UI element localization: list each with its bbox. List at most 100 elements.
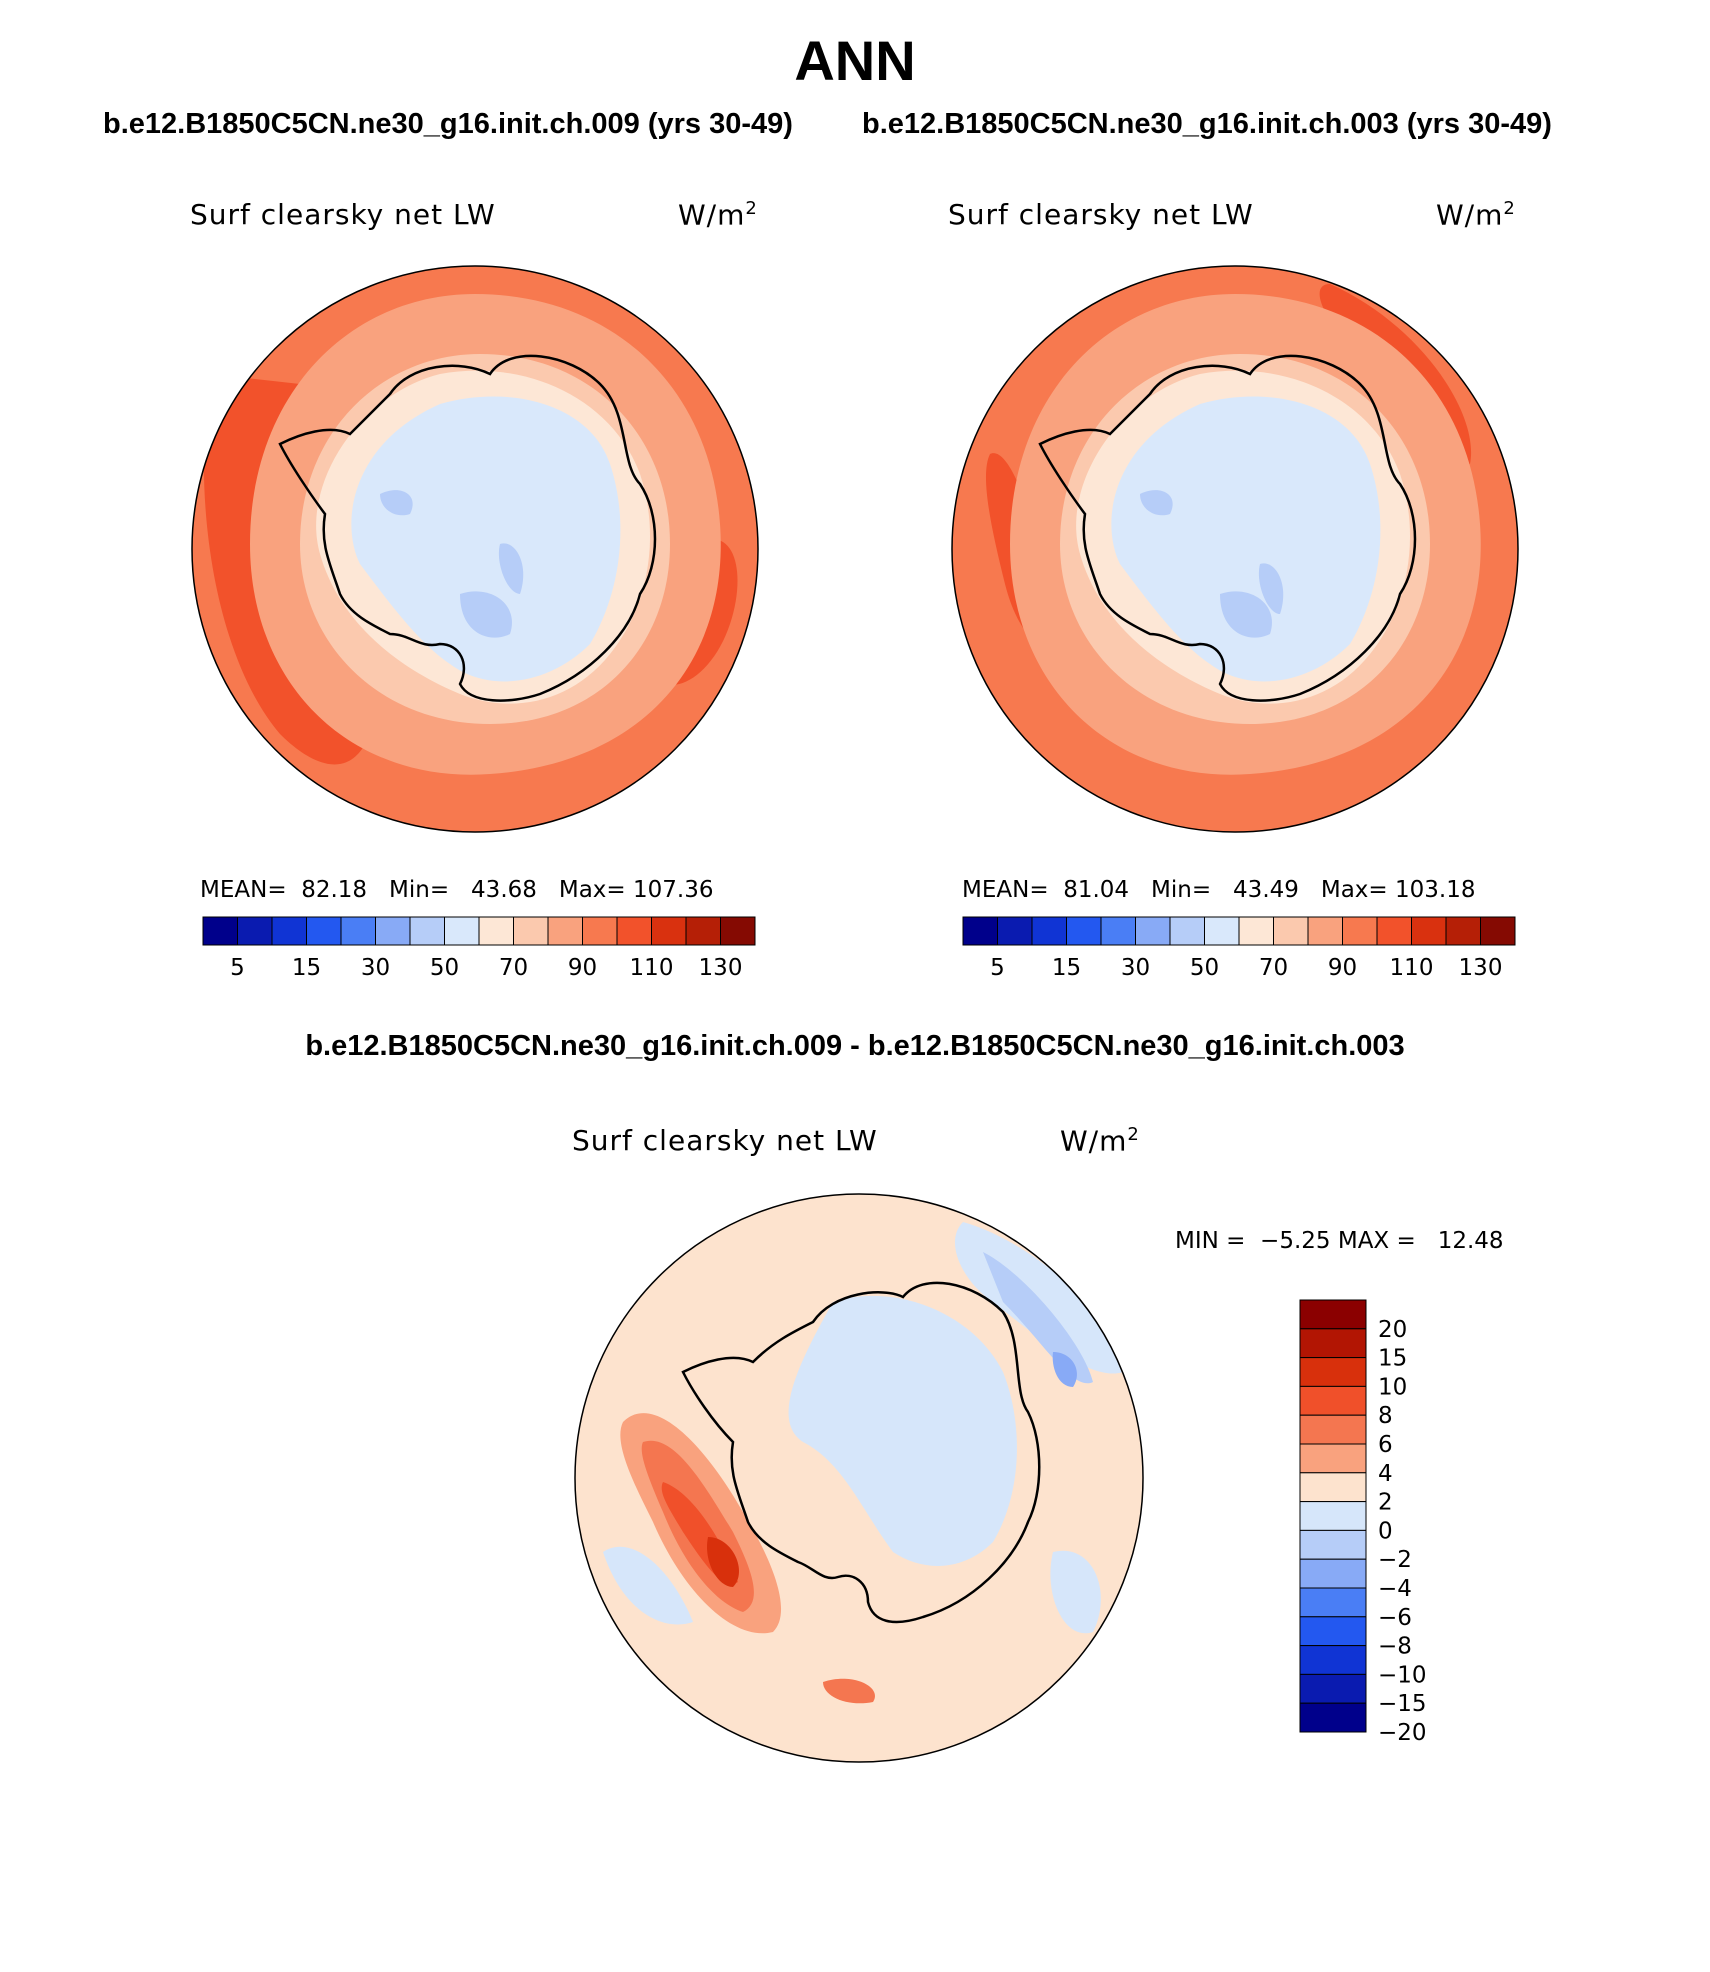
colorbar-tick-label: 2 <box>1378 1490 1393 1516</box>
colorbar-swatch <box>1299 1472 1367 1503</box>
colorbar-tick-label: −2 <box>1378 1547 1412 1573</box>
colorbar-tick-label: 130 <box>1459 955 1503 981</box>
colorbar-swatch <box>1299 1702 1367 1733</box>
panel2-field-30-40-a <box>1220 591 1272 638</box>
panel2-stats: MEAN= 81.04 Min= 43.49 Max= 103.18 <box>962 877 1476 903</box>
case-title-right: b.e12.B1850C5CN.ne30_g16.init.ch.003 (yr… <box>862 108 1552 140</box>
colorbar-swatch <box>1299 1587 1367 1618</box>
panel1-polar-map <box>191 265 759 833</box>
panel2-units-label: W/m2 <box>1436 198 1516 232</box>
colorbar-swatch <box>1411 916 1447 946</box>
colorbar-swatch <box>1204 916 1240 946</box>
panel2-field-30-40-b <box>1140 490 1173 516</box>
diff-field-neg2-0-sw <box>603 1546 693 1625</box>
panel2-antarctica-coastline <box>1038 354 1417 702</box>
panel2-colorbar: 5 15 30 50 70 90 110 130 <box>962 916 1516 981</box>
colorbar-swatch <box>1299 1328 1367 1359</box>
colorbar-swatch <box>616 916 652 946</box>
colorbar-tick-label: 90 <box>1328 955 1357 981</box>
colorbar-tick-label: 30 <box>361 955 390 981</box>
colorbar-tick-label: 130 <box>699 955 743 981</box>
case-title-left: b.e12.B1850C5CN.ne30_g16.init.ch.009 (yr… <box>103 108 793 140</box>
colorbar-tick-label: 5 <box>230 955 245 981</box>
colorbar-tick-label: 4 <box>1378 1461 1393 1487</box>
panel1-field-30-40-b <box>380 490 413 516</box>
colorbar-swatch <box>202 916 238 946</box>
diff-field-neg2-0-se <box>1050 1550 1101 1634</box>
colorbar-tick-label: 8 <box>1378 1403 1393 1429</box>
colorbar-swatch <box>1066 916 1102 946</box>
colorbar-swatch <box>720 916 756 946</box>
diff-stats: MIN = −5.25 MAX = 12.48 <box>1175 1228 1504 1254</box>
colorbar-swatch <box>582 916 618 946</box>
colorbar-swatch <box>478 916 514 946</box>
colorbar-swatch <box>1299 1501 1367 1531</box>
colorbar-swatch <box>1299 1385 1367 1416</box>
panel1-antarctica-coastline <box>278 354 657 702</box>
colorbar-swatch <box>547 916 583 946</box>
colorbar-tick-label: 50 <box>1190 955 1219 981</box>
diff-field-10-15 <box>707 1537 739 1587</box>
colorbar-swatch <box>375 916 411 946</box>
colorbar-tick-label: −15 <box>1378 1691 1427 1717</box>
colorbar-swatch <box>1376 916 1412 946</box>
panel2-field-40-50 <box>1111 396 1381 682</box>
diff-variable-label: Surf clearsky net LW <box>572 1124 878 1157</box>
panel2-polar-map <box>951 265 1519 833</box>
colorbar-tick-label: 110 <box>630 955 674 981</box>
colorbar-swatch <box>1135 916 1171 946</box>
colorbar-tick-label: −4 <box>1378 1576 1412 1602</box>
panel1-colorbar: 5 15 30 50 70 90 110 130 <box>202 916 756 981</box>
colorbar-swatch <box>237 916 273 946</box>
panel1-units-label: W/m2 <box>678 198 758 232</box>
difference-title: b.e12.B1850C5CN.ne30_g16.init.ch.009 - b… <box>305 1030 1405 1062</box>
colorbar-tick-label: 15 <box>292 955 321 981</box>
colorbar-tick-label: 15 <box>1378 1346 1407 1372</box>
colorbar-swatch <box>997 916 1033 946</box>
colorbar-tick-label: −10 <box>1378 1662 1427 1688</box>
colorbar-tick-label: −8 <box>1378 1634 1412 1660</box>
colorbar-tick-label: 50 <box>430 955 459 981</box>
panel1-stats: MEAN= 82.18 Min= 43.68 Max= 107.36 <box>200 877 714 903</box>
colorbar-swatch <box>1480 916 1516 946</box>
colorbar-swatch <box>271 916 307 946</box>
diff-field-neg6-neg4-ne <box>1052 1352 1077 1387</box>
colorbar-tick-label: 0 <box>1378 1518 1393 1544</box>
colorbar-swatch <box>1299 1616 1367 1647</box>
colorbar-swatch <box>1342 916 1378 946</box>
page-title: ANN <box>794 29 916 92</box>
panel1-variable-label: Surf clearsky net LW <box>190 198 496 231</box>
colorbar-swatch <box>1299 1443 1367 1474</box>
colorbar-tick-label: 6 <box>1378 1432 1393 1458</box>
colorbar-swatch <box>1169 916 1205 946</box>
colorbar-swatch <box>444 916 480 946</box>
colorbar-tick-label: 90 <box>568 955 597 981</box>
colorbar-swatch <box>513 916 549 946</box>
difference-polar-map <box>574 1193 1144 1763</box>
colorbar-swatch <box>1299 1529 1367 1560</box>
colorbar-tick-label: 110 <box>1390 955 1434 981</box>
colorbar-swatch <box>409 916 445 946</box>
colorbar-swatch <box>1031 916 1067 946</box>
colorbar-swatch <box>1299 1673 1367 1704</box>
panel2-map-border <box>951 265 1519 833</box>
colorbar-swatch <box>306 916 342 946</box>
panel1-field-40-50 <box>351 396 621 682</box>
colorbar-tick-label: 15 <box>1052 955 1081 981</box>
diff-field-neg2-0-center <box>788 1295 1017 1566</box>
colorbar-swatch <box>1299 1645 1367 1675</box>
panel1-map-border <box>191 265 759 833</box>
colorbar-swatch <box>685 916 721 946</box>
colorbar-tick-label: −20 <box>1378 1720 1427 1746</box>
panel2-field-30-40-c <box>1258 563 1284 614</box>
colorbar-tick-label: 10 <box>1378 1374 1407 1400</box>
colorbar-swatch <box>962 916 998 946</box>
colorbar-swatch <box>1445 916 1481 946</box>
colorbar-tick-label: 5 <box>990 955 1005 981</box>
colorbar-swatch <box>1273 916 1309 946</box>
colorbar-tick-label: 30 <box>1121 955 1150 981</box>
diff-units-label: W/m2 <box>1060 1124 1140 1158</box>
diff-field-4-6-south <box>823 1678 875 1704</box>
diff-antarctica-coastline <box>681 1281 1041 1624</box>
